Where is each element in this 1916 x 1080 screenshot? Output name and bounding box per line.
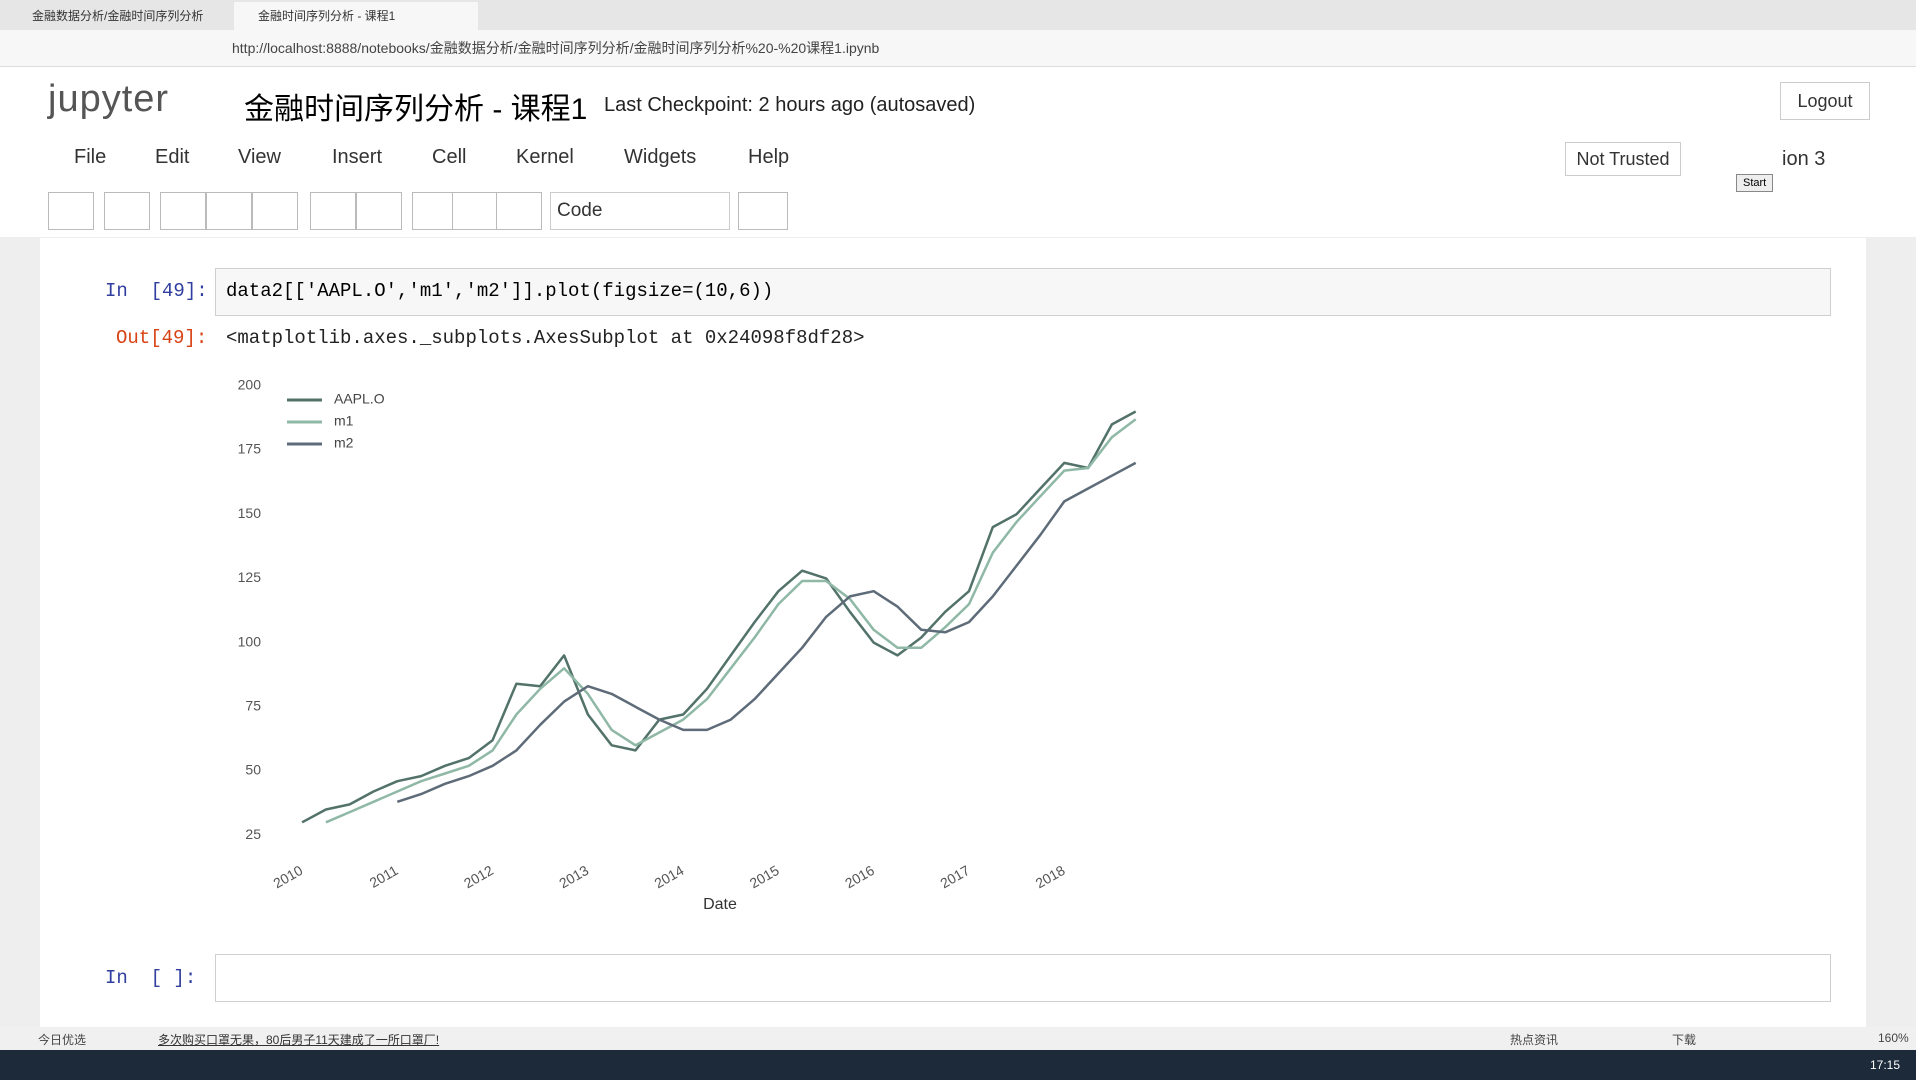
keyboard-button[interactable] [738,192,788,230]
zoom[interactable]: 160% [1878,1031,1909,1045]
menu-item[interactable]: Cell [432,146,467,168]
kernel-name: ion 3 [1782,148,1826,170]
x-tick-label: 2014 [652,862,687,892]
menu-item[interactable]: File [74,146,107,168]
y-tick-label: 175 [238,441,262,457]
x-tick-label: 2013 [556,862,591,892]
x-tick-label: 2017 [937,862,972,892]
cell-type-dropdown[interactable]: Code [550,192,730,230]
move-down-button[interactable] [356,192,402,230]
line-series [325,418,1137,824]
y-tick-label: 200 [238,377,262,393]
code: data2[['AAPL.O','m1','m2']].plot(figsize… [226,280,774,302]
news-label[interactable]: 今日优选 [38,1033,87,1047]
input-prompt: In [49]: [105,280,208,302]
x-tick-label: 2018 [1033,862,1068,892]
code-cell[interactable] [215,268,1831,316]
y-tick-label: 50 [245,762,261,778]
legend-label: m1 [334,413,354,429]
input-prompt: In [ ]: [105,967,197,989]
menu-item[interactable]: View [238,146,281,168]
restart-button[interactable] [496,192,542,230]
x-tick-label: 2011 [367,862,401,891]
y-tick-label: 75 [245,697,261,713]
cut-button[interactable] [160,192,206,230]
notebook-area [40,238,1866,1028]
legend-label: AAPL.O [334,391,385,407]
logo[interactable]: jupyter [48,78,170,120]
output-prompt: Out[49]: [116,327,208,349]
copy-button[interactable] [206,192,252,230]
chart: Date 25 50 75 100 125 150 175 200 2010 2011 2012 20… [238,377,1137,913]
save-button[interactable] [48,192,94,230]
address-bar [0,30,1916,67]
menu-item[interactable]: Kernel [516,146,574,168]
url[interactable]: http://localhost:8888/notebooks/金融数据分析/金… [232,40,880,56]
tab[interactable]: 金融时间序列分析 - 课程1 [234,2,478,30]
legend-label: m2 [334,435,354,451]
y-tick-label: 25 [245,826,261,842]
taskbar [0,1050,1916,1080]
menu-item[interactable]: Edit [155,146,190,168]
status-bar [0,1027,1916,1049]
tooltip: Start [1736,174,1774,192]
tab[interactable]: 金融数据分析/金融时间序列分析 [32,9,204,23]
paste-button[interactable] [252,192,298,230]
news-headline[interactable]: 多次购买口罩无果，80后男子11天建成了一所口罩厂! [158,1033,440,1047]
menu-item[interactable]: Insert [332,146,383,168]
trusted-button[interactable]: Not Trusted [1565,142,1681,176]
x-axis-label: Date [703,896,737,913]
x-tick-label: 2012 [461,862,496,892]
x-tick-label: 2015 [747,862,782,892]
x-tick-label: 2016 [842,862,877,892]
move-up-button[interactable] [310,192,356,230]
y-tick-label: 125 [238,569,262,585]
y-tick-label: 100 [238,633,262,649]
menu-item[interactable]: Widgets [624,146,697,168]
x-tick-label: 2010 [270,862,305,892]
hot-news[interactable]: 热点资讯 [1510,1033,1559,1047]
add-cell-button[interactable] [104,192,150,230]
y-tick-label: 150 [238,505,262,521]
checkpoint: Last Checkpoint: 2 hours ago (autosaved) [604,94,976,116]
notebook-title[interactable]: 金融时间序列分析 - 课程1 [244,93,588,126]
output-text: <matplotlib.axes._subplots.AxesSubplot a… [226,327,865,349]
line-series [301,410,1137,824]
clock: 17:15 [1870,1058,1901,1072]
logout-button[interactable]: Logout [1780,82,1870,120]
menu-item[interactable]: Help [748,146,790,168]
code-cell[interactable] [215,954,1831,1002]
download[interactable]: 下载 [1672,1033,1697,1047]
line-series [396,461,1137,803]
